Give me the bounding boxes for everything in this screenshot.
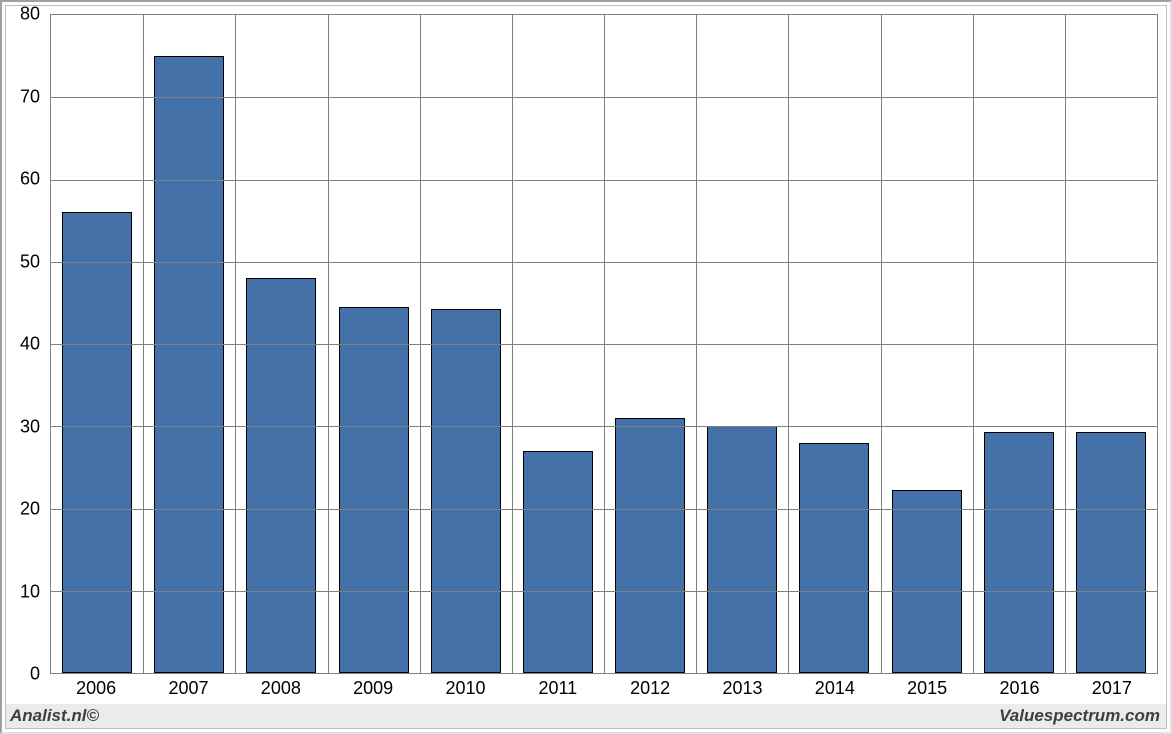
grid-line-vertical <box>1065 15 1066 673</box>
grid-line-vertical <box>420 15 421 673</box>
y-axis-label: 20 <box>20 499 40 520</box>
bar <box>246 278 316 673</box>
x-axis-label: 2012 <box>630 678 670 699</box>
bar <box>892 490 962 673</box>
footer-right-text: Valuespectrum.com <box>999 706 1160 726</box>
y-axis-label: 80 <box>20 4 40 25</box>
footer-background <box>6 704 1166 728</box>
grid-line-vertical <box>604 15 605 673</box>
bar <box>62 212 132 673</box>
y-axis-label: 40 <box>20 334 40 355</box>
plot-area <box>50 14 1158 674</box>
bar <box>339 307 409 673</box>
grid-line-vertical <box>328 15 329 673</box>
bar <box>707 426 777 673</box>
y-axis-label: 0 <box>30 664 40 685</box>
bar <box>154 56 224 673</box>
y-axis-label: 50 <box>20 251 40 272</box>
x-axis-label: 2014 <box>815 678 855 699</box>
bar <box>615 418 685 673</box>
y-axis-label: 70 <box>20 86 40 107</box>
grid-line-vertical <box>512 15 513 673</box>
grid-line-vertical <box>881 15 882 673</box>
bar <box>1076 432 1146 673</box>
grid-line-vertical <box>235 15 236 673</box>
chart-container: 01020304050607080 2006200720082009201020… <box>0 0 1172 734</box>
bar <box>523 451 593 673</box>
x-axis-label: 2006 <box>76 678 116 699</box>
x-axis-label: 2010 <box>445 678 485 699</box>
y-axis-label: 10 <box>20 581 40 602</box>
x-axis-labels: 2006 2007 2008 2009 2010 2011 2012 2013 2014 2015… <box>50 678 1158 704</box>
footer-left-text: Analist.nl© <box>10 706 99 726</box>
x-axis-label: 2008 <box>261 678 301 699</box>
x-axis-label: 2007 <box>168 678 208 699</box>
bar <box>799 443 869 673</box>
x-axis-label: 2009 <box>353 678 393 699</box>
bar <box>984 432 1054 673</box>
x-axis-label: 2017 <box>1092 678 1132 699</box>
x-axis-label: 2011 <box>538 678 577 699</box>
grid-line-vertical <box>143 15 144 673</box>
grid-line-vertical <box>973 15 974 673</box>
y-axis-label: 30 <box>20 416 40 437</box>
grid-line-vertical <box>788 15 789 673</box>
bar <box>431 309 501 673</box>
x-axis-label: 2013 <box>722 678 762 699</box>
x-axis-label: 2015 <box>907 678 947 699</box>
y-axis-label: 60 <box>20 169 40 190</box>
y-axis-labels: 01020304050607080 <box>2 14 46 674</box>
grid-line-vertical <box>696 15 697 673</box>
x-axis-label: 2016 <box>999 678 1039 699</box>
